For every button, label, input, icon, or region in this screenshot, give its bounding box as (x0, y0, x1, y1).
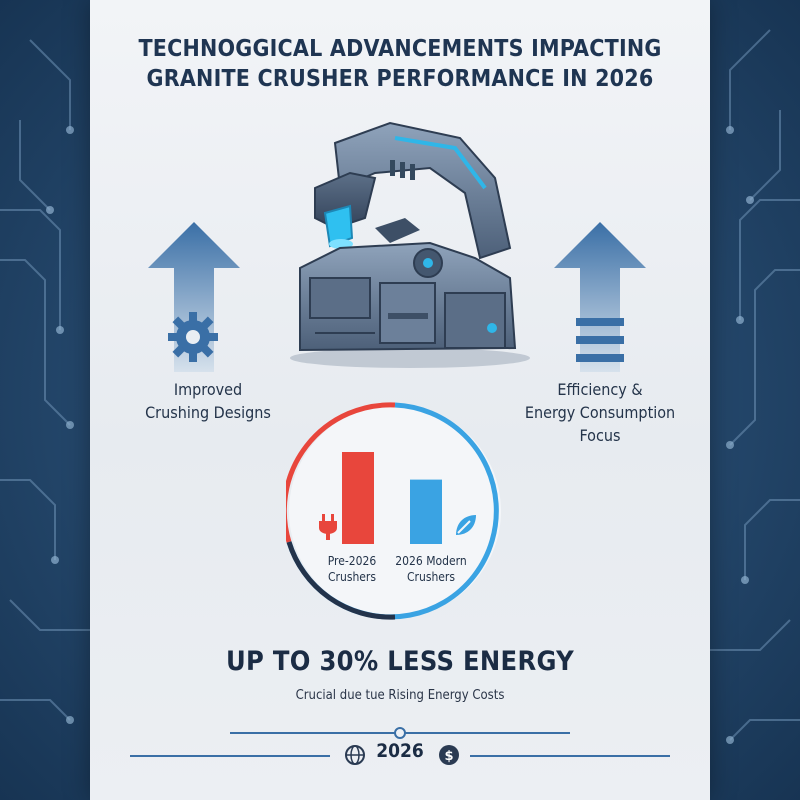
svg-text:$: $ (444, 749, 453, 764)
bar-label-2026-modern: 2026 Modern Crushers (386, 553, 476, 585)
bar-label-2026-modern-line-1: 2026 Modern (395, 554, 467, 568)
right-up-arrow (554, 222, 646, 372)
footer-line (130, 755, 670, 757)
leaf-icon (456, 515, 476, 535)
left-up-arrow (148, 222, 240, 372)
infographic-card: TECHNOGGICAL ADVANCEMENTS IMPACTING GRAN… (90, 0, 710, 800)
bar-label-pre-2026-line-1: Pre-2026 (327, 554, 377, 568)
bar-label-2026-modern-line-2: Crushers (407, 570, 455, 584)
dollar-icon: $ (439, 745, 459, 765)
bar-label-pre-2026-line-2: Crushers (328, 570, 376, 584)
comparison-ring (286, 402, 501, 620)
globe-icon (345, 745, 365, 765)
gear-icon (168, 312, 218, 362)
bars-group (342, 452, 442, 544)
plug-icon (319, 514, 337, 540)
right-feature-line-3: Focus (579, 426, 621, 445)
left-feature-line-1: Improved (173, 380, 243, 399)
title-line-1: TECHNOGGICAL ADVANCEMENTS IMPACTING (138, 36, 662, 62)
lines-icon (576, 318, 624, 362)
bar-2026-modern (410, 479, 442, 544)
footer-year: 2026 (376, 740, 424, 762)
headline: UP TO 30% LESS ENERGY (226, 646, 574, 677)
right-feature-line-2: Energy Consumption (524, 403, 676, 422)
left-feature-label: Improved Crushing Designs (128, 378, 288, 424)
left-feature-line-2: Crushing Designs (145, 403, 271, 422)
bar-label-pre-2026: Pre-2026 Crushers (316, 553, 388, 585)
right-feature-label: Efficiency & Energy Consumption Focus (510, 378, 690, 447)
crusher-machine-illustration (290, 121, 530, 368)
footer-divider (230, 727, 570, 739)
title-line-2: GRANITE CRUSHER PERFORMANCE IN 2026 (146, 66, 654, 92)
bar-pre-2026 (342, 452, 374, 544)
subheadline: Crucial due tue Rising Energy Costs (295, 688, 505, 703)
right-feature-line-1: Efficiency & (557, 380, 643, 399)
